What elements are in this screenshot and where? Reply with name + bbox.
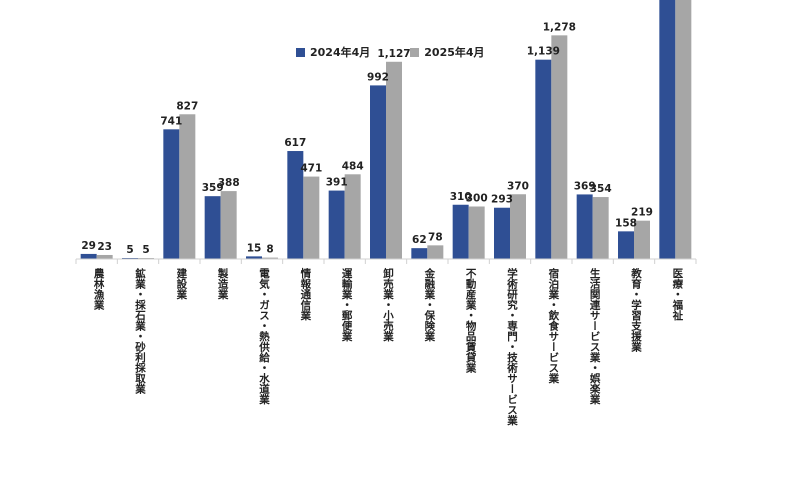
value-label-2024: 293 (491, 194, 513, 206)
bar-2025 (303, 176, 320, 259)
value-label-2025: 300 (466, 193, 488, 205)
bar-2024 (163, 129, 180, 259)
value-label-2025: 370 (507, 180, 529, 192)
bar-2025 (592, 197, 609, 259)
category-label: 運輸業・郵便業 (340, 268, 353, 342)
bar-2025 (96, 254, 113, 259)
value-label-2025: 484 (342, 160, 364, 172)
bar-2024 (246, 256, 262, 259)
bar-2024 (328, 190, 345, 259)
bar-2025 (427, 245, 444, 259)
bar-2025 (468, 206, 485, 259)
category-label: 教育・学習支援業 (630, 268, 642, 352)
legend-label-2024: 2024年4月 (310, 46, 371, 59)
bar-2025 (179, 114, 196, 260)
bar-2024 (204, 196, 221, 259)
value-label-2024: 158 (615, 217, 637, 229)
category-label: 不動産業・物品賃貸業 (464, 268, 477, 373)
value-label-2024: 62 (412, 234, 427, 246)
value-label-2024: 15 (247, 242, 262, 254)
value-label-2024: 617 (284, 137, 306, 149)
category-label: 生活関連サービス業・娯楽業 (588, 268, 601, 405)
category-label: 鉱業・採石業・砂利採取業 (134, 268, 146, 394)
value-label-2024: 359 (202, 182, 224, 194)
bar-2025 (262, 257, 278, 259)
value-label-2025: 78 (428, 231, 443, 243)
category-label: 電気・ガス・熱供給・水道業 (258, 268, 270, 405)
category-label: 農林漁業 (92, 268, 105, 310)
category-label: 金融業・保険業 (423, 268, 436, 342)
value-label-2025: 388 (218, 177, 240, 189)
bar-2024 (659, 0, 676, 259)
bar-2025 (386, 61, 402, 260)
value-label-2025: 219 (631, 207, 653, 219)
bars-group (80, 0, 692, 260)
legend-swatch-2025 (410, 47, 420, 57)
bar-2025 (510, 194, 526, 259)
bar-2024 (494, 207, 510, 259)
bar-2025 (675, 0, 692, 259)
value-label-2024: 29 (81, 240, 96, 252)
category-label: 卸売業・小売業 (382, 268, 394, 342)
bar-2024 (535, 59, 552, 259)
category-label: 学術研究・専門・技術サービス業 (506, 268, 518, 426)
value-label-2025: 5 (142, 244, 149, 256)
bar-2025 (551, 35, 568, 259)
bar-2025 (344, 174, 361, 259)
value-label-2024: 369 (574, 180, 596, 192)
value-label-2025: 1,127 (377, 48, 410, 60)
value-label-2025: 354 (590, 183, 612, 195)
legend-item-2024: 2024年4月 (296, 44, 370, 60)
value-label-2025: 827 (176, 100, 198, 112)
bar-2025 (634, 220, 650, 259)
legend-swatch-2024 (296, 47, 305, 57)
value-label-2025: 23 (97, 241, 112, 253)
x-axis-ticks (75, 259, 697, 264)
category-label: 建設業 (175, 268, 188, 300)
category-label: 製造業 (216, 268, 229, 300)
bar-2024 (411, 248, 428, 259)
value-label-2024: 5 (126, 244, 133, 256)
category-label: 宿泊業・飲食サービス業 (547, 268, 560, 384)
bar-2024 (370, 85, 386, 260)
category-label: 情報通信業 (299, 268, 312, 321)
legend-item-2025: 2025年4月 (410, 44, 485, 60)
value-label-2024: 310 (450, 191, 472, 203)
bar-2024 (452, 204, 469, 259)
value-label-2024: 741 (160, 115, 182, 127)
legend: 2024年4月 2025年4月 (296, 44, 485, 60)
value-label-2024: 391 (326, 177, 348, 189)
bar-2025 (220, 191, 237, 259)
value-label-2025: 471 (300, 163, 322, 175)
value-label-2024: 1,139 (527, 46, 560, 58)
value-label-2024: 992 (367, 71, 389, 83)
bar-2024 (287, 151, 304, 259)
bar-2024 (618, 231, 634, 259)
value-label-2025: 1,278 (543, 21, 576, 33)
bar-2024 (80, 253, 97, 259)
bar-2024 (576, 194, 593, 259)
legend-label-2025: 2025年4月 (424, 46, 485, 59)
value-label-2025: 8 (266, 244, 273, 256)
category-label: 医療・福祉 (671, 268, 684, 321)
